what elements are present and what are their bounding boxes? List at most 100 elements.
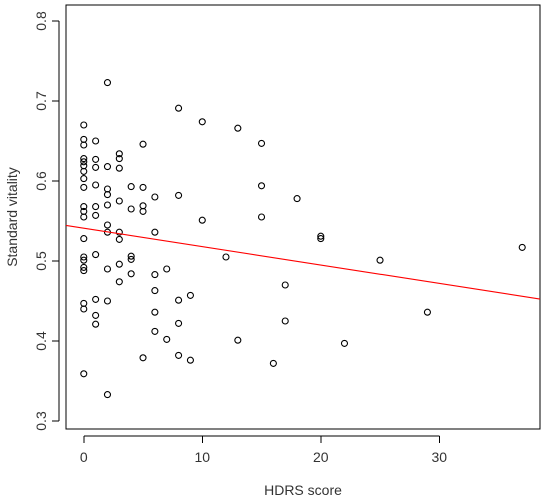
data-point xyxy=(127,270,135,278)
data-point xyxy=(103,265,112,273)
data-point xyxy=(103,201,112,209)
data-point xyxy=(103,221,112,229)
data-point xyxy=(80,213,88,221)
y-tick-label: 0.5 xyxy=(33,251,49,271)
y-axis: 0.3 0.4 0.5 0.6 0.7 0.8 xyxy=(33,11,60,431)
data-point xyxy=(80,183,88,191)
data-point xyxy=(293,195,301,203)
data-point xyxy=(115,155,123,163)
data-point xyxy=(80,155,88,163)
data-point xyxy=(80,267,88,275)
data-point xyxy=(423,308,431,316)
data-point xyxy=(80,263,88,271)
data-point xyxy=(92,137,100,145)
plot-frame xyxy=(65,4,541,430)
data-point xyxy=(92,320,100,328)
data-point xyxy=(151,327,159,335)
y-tick-label: 0.7 xyxy=(33,91,49,111)
data-point xyxy=(175,191,183,199)
data-point xyxy=(163,265,171,273)
data-point xyxy=(103,163,112,171)
data-point xyxy=(317,235,325,243)
data-point xyxy=(80,203,88,211)
data-point xyxy=(139,140,147,148)
data-point xyxy=(92,163,100,171)
data-point xyxy=(92,295,100,303)
data-point xyxy=(186,291,194,299)
data-point xyxy=(92,203,100,211)
data-point xyxy=(186,356,194,364)
data-point xyxy=(198,118,206,126)
data-point xyxy=(80,253,88,261)
data-point xyxy=(139,183,147,191)
data-point xyxy=(257,182,266,190)
data-point xyxy=(151,193,159,201)
data-point xyxy=(317,232,325,240)
x-tick-label: 20 xyxy=(313,449,329,465)
data-point xyxy=(115,164,123,172)
data-point xyxy=(269,359,277,367)
data-point xyxy=(103,79,112,87)
data-point xyxy=(139,207,147,215)
y-tick-label: 0.6 xyxy=(33,171,49,191)
data-point xyxy=(234,124,242,132)
data-point xyxy=(257,139,266,147)
data-point xyxy=(127,255,135,263)
x-axis: 0 10 20 30 xyxy=(80,435,447,465)
data-point xyxy=(115,260,123,268)
data-point xyxy=(92,155,100,163)
y-tick-label: 0.8 xyxy=(33,11,49,31)
data-point xyxy=(80,141,88,149)
data-point xyxy=(115,235,123,243)
y-tick-label: 0.4 xyxy=(33,331,49,351)
data-point xyxy=(127,252,135,260)
data-point xyxy=(127,205,135,213)
data-point xyxy=(80,158,88,166)
data-point xyxy=(151,287,159,295)
data-point xyxy=(103,191,112,199)
data-point xyxy=(376,256,384,264)
data-point xyxy=(163,335,171,343)
data-point xyxy=(151,271,159,279)
data-point xyxy=(115,228,123,236)
data-point xyxy=(151,308,159,316)
data-point xyxy=(103,297,112,305)
x-tick-label: 0 xyxy=(80,449,88,465)
data-points xyxy=(80,79,526,399)
data-point xyxy=(175,296,183,304)
data-point xyxy=(175,351,183,359)
x-axis-label: HDRS score xyxy=(264,482,342,498)
data-point xyxy=(92,181,100,189)
data-point xyxy=(92,211,100,219)
data-point xyxy=(80,256,88,264)
data-point xyxy=(175,319,183,327)
data-point xyxy=(340,339,349,347)
data-point xyxy=(80,175,88,183)
x-tick-label: 30 xyxy=(431,449,447,465)
data-point xyxy=(127,183,135,191)
data-point xyxy=(92,251,100,259)
data-point xyxy=(234,336,242,344)
x-tick-label: 10 xyxy=(194,449,210,465)
data-point xyxy=(175,104,183,112)
data-point xyxy=(257,213,266,221)
data-point xyxy=(80,370,88,378)
data-point xyxy=(518,243,526,251)
data-point xyxy=(80,167,88,175)
data-point xyxy=(80,121,88,129)
data-point xyxy=(103,391,112,399)
data-point xyxy=(281,317,289,325)
trend-line xyxy=(65,224,541,300)
data-point xyxy=(80,235,88,243)
data-point xyxy=(222,253,230,261)
y-tick-label: 0.3 xyxy=(33,411,49,431)
y-axis-label: Standard vitality xyxy=(4,167,20,267)
data-point xyxy=(115,278,123,286)
data-point xyxy=(139,354,147,362)
data-point xyxy=(115,150,123,158)
data-point xyxy=(198,216,206,224)
data-point xyxy=(151,228,159,236)
data-point xyxy=(92,311,100,319)
data-point xyxy=(281,281,289,289)
